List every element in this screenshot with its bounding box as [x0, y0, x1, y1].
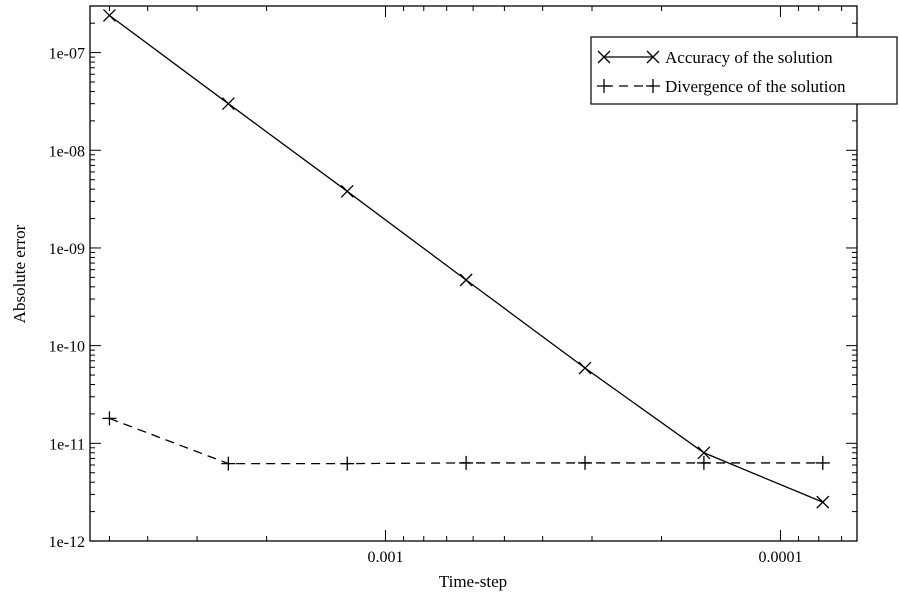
y-axis-title: Absolute error: [10, 224, 29, 323]
marker-x: [816, 495, 830, 509]
legend-box: [590, 36, 898, 105]
y-tick-label: 1e-07: [49, 46, 85, 63]
legend-label-1: Accuracy of the solution: [665, 48, 833, 67]
marker-plus: [459, 455, 474, 470]
marker-plus: [578, 455, 593, 470]
marker-x: [459, 273, 473, 287]
marker-x: [340, 184, 354, 198]
axis-ticks: [90, 5, 857, 542]
marker-x: [578, 361, 592, 375]
marker-plus: [102, 411, 117, 426]
marker-x: [102, 9, 116, 22]
marker-x: [221, 97, 235, 111]
x-tick-label: 0.001: [367, 549, 403, 566]
marker-x: [697, 446, 711, 460]
legend-label-2: Divergence of the solution: [665, 77, 846, 96]
marker-plus: [696, 455, 711, 470]
y-tick-label: 1e-12: [49, 534, 85, 551]
marker-x: [597, 50, 611, 64]
x-axis-title: Time-step: [439, 572, 507, 591]
marker-plus: [646, 79, 660, 93]
y-tick-label: 1e-11: [49, 436, 85, 453]
marker-plus: [815, 455, 830, 470]
y-tick-label: 1e-09: [49, 241, 85, 258]
series-markers: [102, 9, 830, 509]
marker-plus: [221, 456, 236, 471]
x-tick-label: 0.0001: [758, 549, 802, 566]
marker-x: [646, 50, 660, 64]
marker-plus: [340, 456, 355, 471]
y-tick-label: 1e-10: [49, 339, 85, 356]
marker-plus: [597, 79, 611, 93]
y-tick-label: 1e-08: [49, 143, 85, 160]
axis-tick-labels: 1e-12 1e-11 1e-10 1e-09 1e-08 1e-07 0.001 0.000…: [49, 46, 803, 566]
legend: Accuracy of the solution Divergence of th…: [590, 36, 898, 105]
